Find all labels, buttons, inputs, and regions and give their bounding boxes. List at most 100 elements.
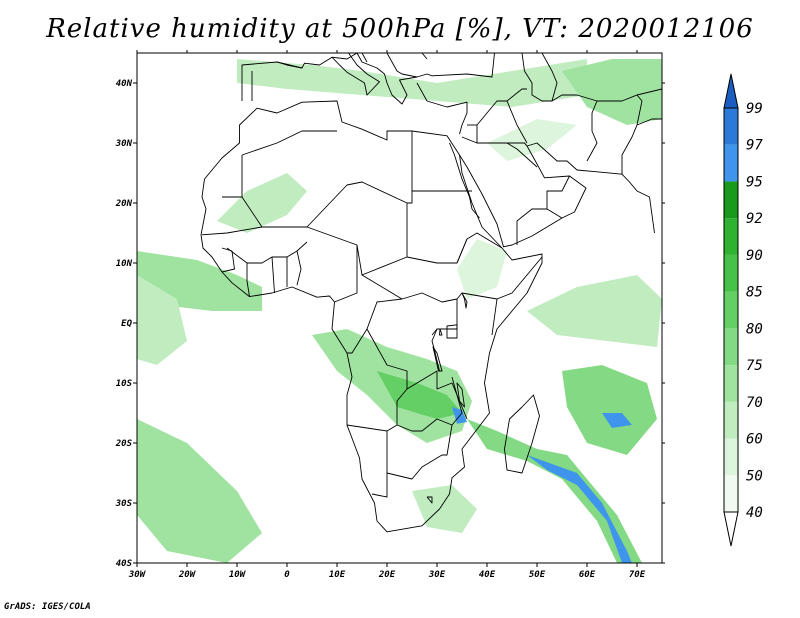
colorbar-segment (724, 254, 738, 292)
colorbar-segment (724, 144, 738, 182)
country-border (507, 142, 528, 147)
lon-tick-label: 10W (229, 570, 247, 580)
latitude-axis: 40N 30N 20N 10N EQ 10S 20S 30S 40S (115, 79, 665, 569)
country-border (361, 274, 458, 303)
country-border (586, 100, 598, 162)
country-border (221, 247, 235, 273)
country-border (271, 256, 275, 294)
lake-outline (446, 324, 458, 339)
country-border (296, 250, 302, 286)
country-border (426, 496, 433, 504)
lat-tick-label: 10N (116, 259, 133, 269)
map-frame (136, 52, 663, 564)
country-border (551, 94, 598, 102)
lon-tick-label: 30W (128, 570, 147, 580)
lat-tick-label: 40N (116, 79, 133, 89)
madagascar-coastline (504, 394, 540, 474)
lon-tick-label: 40E (479, 570, 496, 580)
turkey-coastline (416, 82, 468, 135)
colorbar-outline (723, 107, 739, 513)
lake-outline (439, 328, 443, 336)
country-border (546, 175, 570, 219)
country-border (431, 299, 458, 336)
colorbar-label: 70 (746, 395, 763, 411)
country-border (241, 155, 408, 257)
colorbar-label: 95 (746, 174, 763, 190)
colorbar-label: 40 (746, 505, 763, 521)
lat-tick-label: EQ (121, 319, 132, 329)
country-border (476, 100, 528, 144)
humidity-patch-south-atlantic-patch (137, 419, 262, 563)
colorbar-label: 90 (746, 248, 763, 264)
country-border (371, 473, 388, 498)
country-border (407, 191, 413, 204)
lon-tick-label: 50E (529, 570, 546, 580)
country-border (506, 142, 538, 168)
grads-credit: GrADS: IGES/COLA (4, 602, 91, 612)
colorbar-under-triangle (723, 511, 739, 547)
lat-tick-label: 20S (115, 439, 133, 449)
colorbar: 40 50 60 70 75 80 85 90 92 95 97 99 (723, 73, 763, 547)
country-border (201, 226, 263, 236)
country-border (386, 53, 418, 78)
lake-outline (461, 292, 468, 309)
humidity-patch-horn-africa-patch (457, 239, 507, 299)
humidity-patch-mozambique-channel-band (467, 419, 642, 563)
country-border (334, 245, 358, 303)
colorbar-segment (724, 365, 738, 402)
colorbar-segment (724, 181, 738, 219)
map-title: Relative humidity at 500hPa [%], VT: 202… (46, 14, 754, 44)
coastlines (200, 53, 662, 533)
europe-coastline (241, 53, 495, 105)
lat-tick-label: 20N (115, 199, 133, 209)
country-border (246, 263, 250, 297)
country-border (456, 232, 503, 264)
caspian-coastline (521, 53, 558, 102)
lake-outline (456, 382, 465, 408)
colorbar-label: 80 (746, 321, 763, 337)
humidity-patch-channel-blue-core (527, 455, 632, 563)
country-border (386, 431, 443, 480)
country-border (506, 88, 527, 102)
red-sea-coastline (449, 142, 480, 219)
humidity-patch-sahara-moist-streak (217, 173, 307, 233)
lon-tick-label: 70E (629, 570, 646, 580)
lon-tick-label: 20W (178, 570, 197, 580)
colorbar-label: 50 (746, 468, 763, 484)
lon-tick-label: 20E (378, 570, 396, 580)
humidity-patch-indian-ocean-patch (562, 365, 657, 455)
lon-tick-label: 0 (284, 570, 290, 580)
lake-outline (432, 346, 443, 372)
italy-coastline (331, 53, 380, 96)
humidity-patch-central-africa-core (377, 371, 462, 419)
africa-coastline (200, 100, 543, 533)
humidity-patch-indian-ocean-north (527, 275, 662, 347)
colorbar-segment (724, 438, 738, 476)
humidity-patch-iran-patch (562, 59, 662, 125)
colorbar-segment (724, 291, 738, 329)
country-border (306, 226, 408, 276)
country-border (431, 328, 440, 372)
humidity-patch-atlantic-eq-patch (137, 275, 187, 365)
lat-tick-label: 30N (115, 139, 133, 149)
country-border (361, 53, 368, 63)
country-border (636, 88, 662, 96)
colorbar-label: 85 (746, 285, 763, 301)
lon-tick-label: 30E (428, 570, 446, 580)
colorbar-label: 99 (746, 101, 763, 117)
country-border (406, 370, 463, 456)
lon-tick-label: 10E (329, 570, 346, 580)
humidity-patch-indian-ocean-blue (602, 413, 632, 428)
country-border (456, 292, 498, 336)
colorbar-label: 92 (746, 211, 763, 227)
lat-tick-label: 40S (116, 559, 133, 569)
lat-tick-label: 30S (115, 499, 133, 509)
longitude-axis: 30W 20W 10W 0 10E 20E 30E 40E 50E 60E 70E (128, 50, 646, 580)
country-border (636, 118, 662, 126)
persian-gulf-coastline (526, 142, 655, 234)
colorbar-label: 75 (746, 358, 763, 374)
country-border (421, 53, 428, 60)
humidity-patch-arabia-streak (487, 119, 577, 161)
colorbar-segment (724, 401, 738, 439)
